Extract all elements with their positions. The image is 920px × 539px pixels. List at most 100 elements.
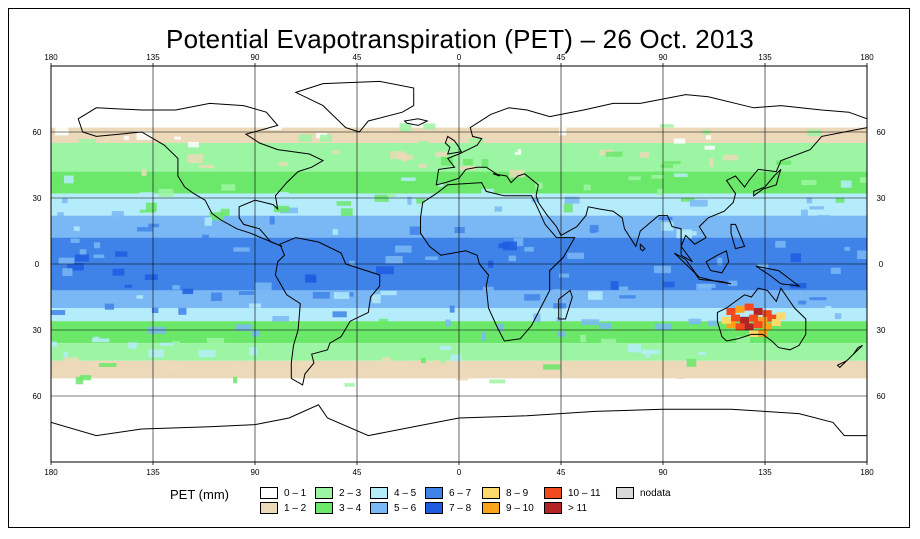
pet-cell bbox=[204, 217, 212, 226]
lat-tick-label: 30 bbox=[877, 326, 886, 335]
pet-cell bbox=[206, 337, 225, 347]
pet-cell bbox=[698, 283, 716, 288]
pet-cell bbox=[481, 332, 486, 341]
pet-cell bbox=[266, 125, 282, 130]
pet-cell bbox=[835, 197, 845, 203]
pet-cell bbox=[533, 313, 541, 323]
pet-cell bbox=[627, 344, 642, 353]
map-title: Potential Evapotranspiration (PET) – 26 … bbox=[166, 24, 754, 54]
lon-tick-label: 90 bbox=[251, 468, 260, 477]
pet-cell bbox=[488, 145, 497, 152]
pet-cell bbox=[400, 177, 416, 181]
right-lat-ticks: 60 30 0 30 60 bbox=[877, 128, 886, 401]
legend-swatch bbox=[260, 502, 278, 514]
lon-tick-label: 90 bbox=[659, 468, 668, 477]
pet-cell bbox=[757, 263, 769, 269]
pet-cell bbox=[776, 160, 792, 165]
pet-cell bbox=[676, 229, 693, 239]
pet-cell bbox=[826, 307, 832, 313]
pet-cell bbox=[202, 234, 209, 239]
pet-cell bbox=[220, 208, 230, 217]
graticule bbox=[51, 66, 867, 462]
greenland-outline bbox=[294, 80, 415, 133]
pet-cell bbox=[278, 162, 288, 167]
legend-swatch bbox=[544, 487, 562, 499]
pet-cell-hot bbox=[731, 314, 740, 322]
pet-cell-hot bbox=[749, 314, 759, 322]
lon-tick-label: 135 bbox=[146, 53, 160, 62]
legend-label: nodata bbox=[640, 487, 671, 499]
pet-cell bbox=[807, 129, 822, 137]
pet-cell bbox=[435, 151, 448, 158]
pet-cell bbox=[63, 357, 79, 365]
pet-cell bbox=[160, 342, 174, 346]
pet-cell bbox=[628, 176, 641, 181]
lon-tick-label: 90 bbox=[659, 53, 668, 62]
pet-cell bbox=[187, 154, 204, 164]
pet-cell bbox=[440, 156, 453, 166]
pet-cell bbox=[308, 384, 325, 394]
pet-cell bbox=[146, 143, 161, 147]
legend-item: nodata bbox=[616, 486, 671, 500]
lon-tick-label: 180 bbox=[44, 468, 58, 477]
legend-item: > 11 bbox=[544, 501, 587, 515]
legend-item: 5 – 6 bbox=[370, 501, 416, 515]
pet-cell bbox=[482, 286, 494, 292]
pet-cell bbox=[497, 323, 504, 332]
pet-cell bbox=[89, 361, 104, 369]
pet-cell bbox=[70, 238, 80, 243]
pet-cell bbox=[641, 349, 660, 355]
pet-cell bbox=[63, 352, 68, 358]
pet-cell bbox=[859, 177, 867, 183]
pet-cell bbox=[605, 151, 623, 157]
pet-cell bbox=[151, 307, 159, 314]
pet-cell bbox=[704, 145, 715, 150]
pet-cell bbox=[494, 206, 503, 212]
legend-swatch bbox=[425, 502, 443, 514]
pet-cell bbox=[660, 164, 674, 168]
pet-cell bbox=[418, 163, 427, 169]
pet-cell bbox=[601, 338, 617, 344]
pet-cell bbox=[319, 134, 332, 142]
legend-label: > 11 bbox=[568, 502, 587, 514]
pet-cell bbox=[673, 138, 686, 144]
pet-cell-hot bbox=[726, 308, 736, 315]
lon-tick-label: 45 bbox=[353, 468, 362, 477]
pet-cell-hot bbox=[767, 314, 777, 322]
pet-cell bbox=[62, 121, 70, 128]
pet-cell bbox=[468, 137, 484, 143]
lon-tick-label: 45 bbox=[353, 53, 362, 62]
legend-item: 3 – 4 bbox=[315, 501, 361, 515]
pet-cell bbox=[709, 158, 714, 167]
pet-cell bbox=[531, 198, 540, 203]
lat-tick-label: 0 bbox=[879, 260, 884, 269]
pet-cell bbox=[610, 281, 619, 290]
lon-tick-label: 45 bbox=[557, 53, 566, 62]
pet-cell bbox=[166, 362, 184, 370]
pet-cell bbox=[441, 356, 446, 364]
pet-cell bbox=[139, 192, 155, 196]
lat-tick-label: 60 bbox=[33, 392, 42, 401]
south-america-outline bbox=[274, 237, 381, 386]
pet-cell bbox=[651, 174, 665, 179]
pet-cell bbox=[93, 336, 100, 341]
pet-cell bbox=[409, 226, 422, 235]
pet-cell bbox=[145, 202, 157, 212]
lat-tick-label: 30 bbox=[877, 194, 886, 203]
pet-cell bbox=[111, 211, 124, 219]
lon-tick-label: 0 bbox=[457, 468, 462, 477]
pet-cell bbox=[141, 169, 147, 177]
legend-swatch bbox=[616, 487, 634, 499]
top-lon-ticks: 180 135 90 45 0 45 90 135 180 bbox=[44, 53, 874, 66]
philippines-outline bbox=[730, 223, 746, 250]
pet-cell bbox=[445, 319, 451, 327]
pet-cell bbox=[588, 291, 603, 300]
legend-item: 8 – 9 bbox=[482, 486, 528, 500]
pet-cell bbox=[583, 184, 591, 191]
pet-cell bbox=[425, 256, 438, 260]
pet-cell bbox=[210, 292, 223, 301]
pet-cell bbox=[454, 226, 465, 234]
pet-cell bbox=[336, 201, 352, 206]
pet-cell bbox=[273, 205, 290, 213]
lat-tick-label: 30 bbox=[33, 194, 42, 203]
